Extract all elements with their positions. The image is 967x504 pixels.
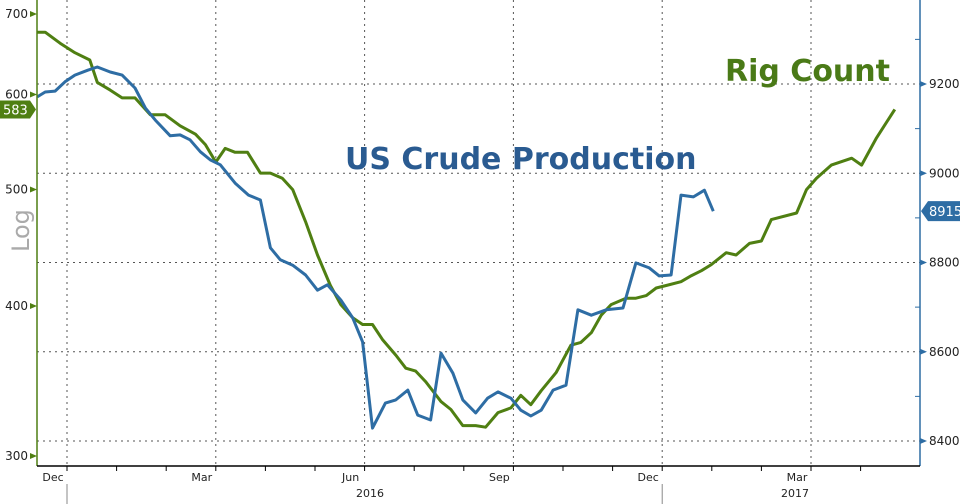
- last-value-badge-rig: [0, 100, 36, 119]
- crude-production-line: [36, 65, 715, 430]
- last-value-rig: 583: [3, 103, 28, 118]
- right-tick-label: 8600: [929, 345, 960, 359]
- left-tick-marker: [30, 11, 37, 18]
- right-tick-marker: [920, 259, 927, 266]
- right-tick-marker: [920, 170, 927, 177]
- year-label-2017: 2017: [781, 487, 809, 500]
- left-tick-marker: [30, 186, 37, 193]
- annotation-rig-count: Rig Count: [725, 54, 890, 89]
- x-tick-label: Mar: [787, 471, 808, 484]
- left-axis-label: Log: [7, 209, 35, 252]
- left-tick-label: 400: [5, 299, 28, 313]
- right-tick-label: 8400: [929, 434, 960, 448]
- x-tick-label: Mar: [191, 471, 212, 484]
- x-tick-label: Dec: [638, 471, 659, 484]
- x-tick-label: Jun: [341, 471, 359, 484]
- right-tick-label: 8800: [929, 256, 960, 270]
- x-tick-label: Dec: [42, 471, 63, 484]
- year-label-2016: 2016: [356, 487, 384, 500]
- right-tick-label: 9000: [929, 166, 960, 180]
- right-tick-marker: [920, 81, 927, 87]
- last-value-crude: 8915: [929, 205, 962, 220]
- left-tick-label: 600: [5, 87, 28, 101]
- left-tick-label: 500: [5, 183, 28, 197]
- left-tick-marker: [30, 302, 37, 309]
- x-tick-label: Sep: [489, 471, 510, 484]
- right-tick-marker: [920, 438, 927, 444]
- series-lines: [36, 30, 897, 430]
- left-tick-label: 700: [5, 7, 28, 21]
- right-tick-marker: [920, 348, 927, 355]
- right-tick-label: 9200: [929, 77, 960, 91]
- left-tick-marker: [30, 91, 37, 98]
- last-value-badge-crude: [921, 201, 960, 222]
- left-tick-label: 300: [5, 449, 28, 463]
- annotation-us-crude-production: US Crude Production: [345, 142, 696, 177]
- rig-count-line: [37, 30, 897, 429]
- left-tick-marker: [30, 453, 37, 459]
